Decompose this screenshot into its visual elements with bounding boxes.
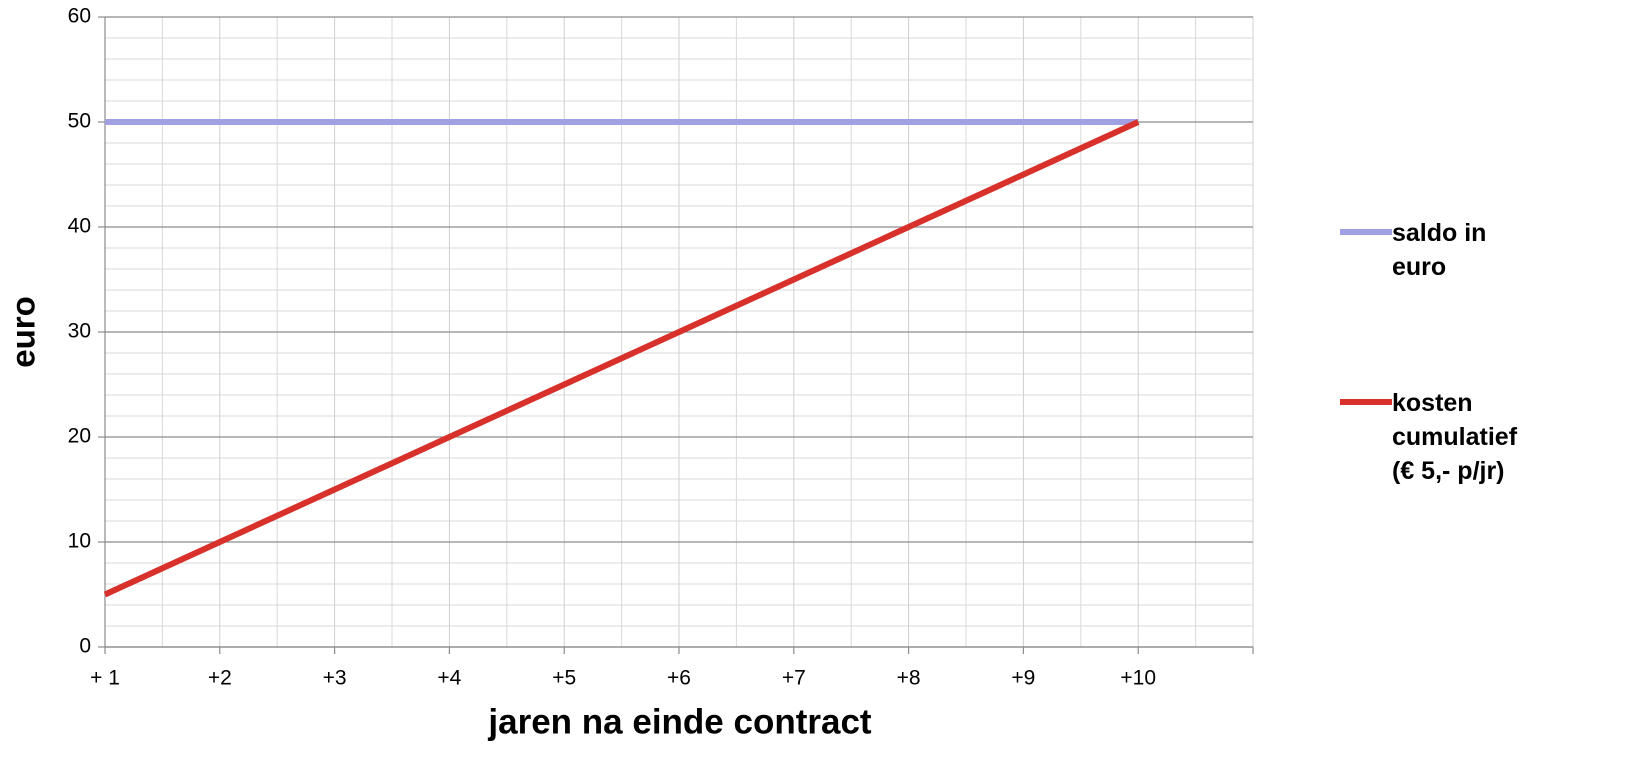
x-tick-label: +3 xyxy=(323,667,347,690)
y-tick-label: 40 xyxy=(68,215,91,238)
x-tick-label: +6 xyxy=(667,667,691,690)
legend-label: saldo in euro xyxy=(1392,219,1487,281)
legend-swatch xyxy=(1340,229,1392,235)
y-tick-label: 50 xyxy=(68,110,91,133)
y-tick-label: 0 xyxy=(79,635,91,658)
legend-item: saldo in euro xyxy=(1340,216,1542,284)
y-tick-label: 20 xyxy=(68,425,91,448)
x-tick-label: +10 xyxy=(1120,667,1156,690)
x-tick-label: +5 xyxy=(552,667,576,690)
y-tick-label: 60 xyxy=(68,5,91,28)
x-tick-label: +7 xyxy=(782,667,806,690)
x-tick-label: +4 xyxy=(437,667,461,690)
legend-item: kosten cumulatief (€ 5,- p/jr) xyxy=(1340,386,1542,488)
legend-swatch xyxy=(1340,399,1392,405)
y-axis-title: euro xyxy=(5,296,42,368)
legend-label: kosten cumulatief (€ 5,- p/jr) xyxy=(1392,389,1518,485)
data-line xyxy=(103,119,1140,598)
x-tick-label: +8 xyxy=(897,667,921,690)
y-tick-label: 30 xyxy=(68,320,91,343)
x-tick-label: +9 xyxy=(1011,667,1035,690)
x-tick-label: +2 xyxy=(208,667,232,690)
x-tick-label: + 1 xyxy=(90,667,120,690)
y-tick-label: 10 xyxy=(68,530,91,553)
x-axis-title: jaren na einde contract xyxy=(487,702,872,741)
